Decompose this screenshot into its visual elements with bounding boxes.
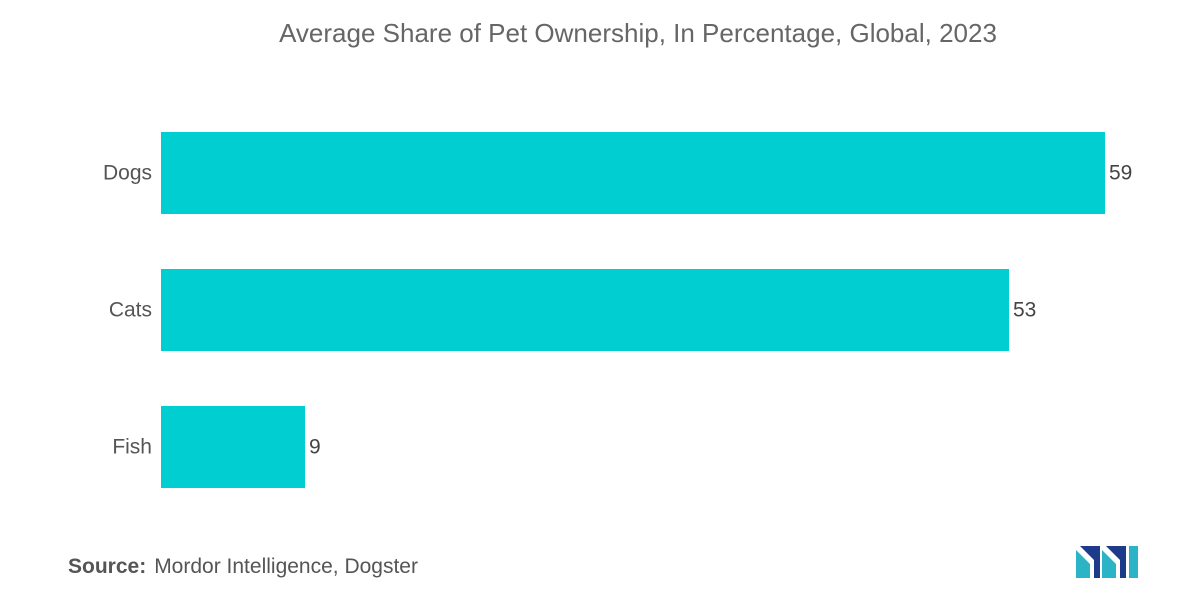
- value-label-cats: 53: [1013, 299, 1036, 322]
- value-label-dogs: 59: [1109, 162, 1132, 185]
- bar-dogs: [161, 132, 1105, 214]
- source-text: Mordor Intelligence, Dogster: [154, 555, 418, 578]
- bar-fish: [161, 406, 305, 488]
- bar-cats: [161, 269, 1009, 351]
- bars-layer: [161, 132, 1105, 488]
- category-label-cats: Cats: [109, 299, 152, 322]
- source-label: Source:: [68, 555, 147, 578]
- value-label-fish: 9: [309, 436, 321, 459]
- source-note: Source: Mordor Intelligence, Dogster: [68, 555, 418, 579]
- labels-layer: Dogs 59 Cats 53 Fish 9: [103, 162, 1132, 459]
- category-label-fish: Fish: [112, 436, 152, 459]
- category-label-dogs: Dogs: [103, 162, 152, 185]
- chart-title: Average Share of Pet Ownership, In Perce…: [279, 18, 997, 48]
- mordor-intelligence-logo-icon: [1076, 546, 1138, 578]
